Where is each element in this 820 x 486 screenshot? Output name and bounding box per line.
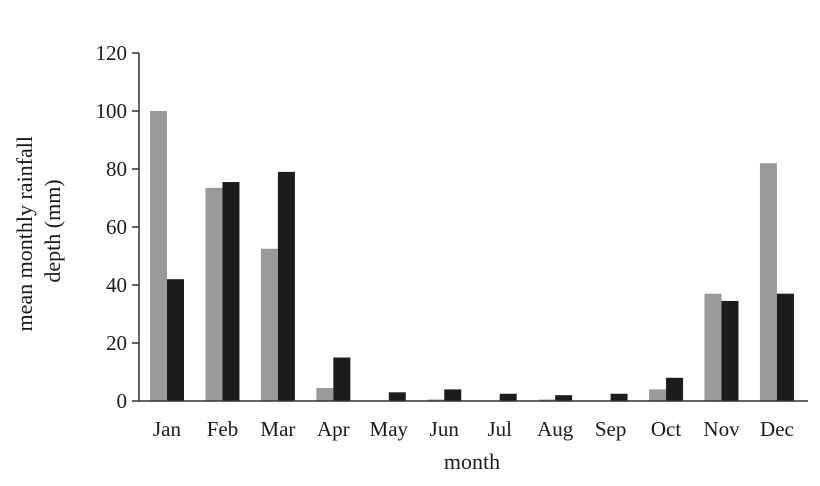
bar-oct-series-2 <box>666 377 684 401</box>
y-axis-title: mean monthly rainfall depth (mm) <box>12 131 65 332</box>
x-tick-label: Feb <box>207 417 239 441</box>
x-tick-label: May <box>370 417 409 441</box>
x-tick-label: Jul <box>487 417 512 441</box>
bar-aug-series-2 <box>555 395 573 401</box>
x-tick-label: Dec <box>760 417 794 441</box>
bar-apr-series-1 <box>316 387 334 401</box>
bar-dec-series-2 <box>776 293 794 401</box>
x-tick-label: Apr <box>317 417 350 441</box>
bar-apr-series-2 <box>333 357 351 401</box>
y-tick-label: 100 <box>96 99 128 123</box>
bar-feb-series-1 <box>205 187 223 401</box>
y-tick-label: 40 <box>106 273 127 297</box>
y-tick-label: 120 <box>96 41 128 65</box>
y-tick-label: 60 <box>106 215 127 239</box>
x-tick-label: Aug <box>537 417 574 441</box>
x-axis-title: month <box>444 449 500 474</box>
bar-may-series-2 <box>388 392 406 401</box>
x-tick-label: Jan <box>153 417 181 441</box>
x-tick-label: Sep <box>595 417 627 441</box>
x-tick-label: Mar <box>260 417 295 441</box>
y-axis-title-line: mean monthly rainfall <box>12 136 37 332</box>
bar-sep-series-2 <box>610 393 628 401</box>
y-ticks: 0 20 40 60 80 100 120 <box>96 41 139 413</box>
x-tick-label: Jun <box>430 417 460 441</box>
bar-jan-series-1 <box>150 111 167 401</box>
y-tick-label: 80 <box>106 157 127 181</box>
bar-oct-series-1 <box>649 389 667 401</box>
x-ticks: Jan Feb Mar Apr May Jun Jul Aug Sep Oct Nov Dec <box>153 417 794 441</box>
bar-mar-series-1 <box>260 248 278 401</box>
y-tick-label: 20 <box>106 331 127 355</box>
bars-layer <box>150 111 794 401</box>
y-tick-label: 0 <box>117 389 128 413</box>
bar-nov-series-2 <box>721 300 739 401</box>
y-axis-title-line: depth (mm) <box>40 179 65 282</box>
x-tick-label: Oct <box>651 417 681 441</box>
bar-jan-series-2 <box>167 279 184 401</box>
bar-mar-series-2 <box>277 171 295 401</box>
bar-jun-series-2 <box>444 389 462 401</box>
bar-dec-series-1 <box>759 163 777 401</box>
bar-nov-series-1 <box>704 293 722 401</box>
bar-jul-series-2 <box>499 393 517 401</box>
bar-feb-series-2 <box>222 182 240 401</box>
x-tick-label: Nov <box>703 417 740 441</box>
